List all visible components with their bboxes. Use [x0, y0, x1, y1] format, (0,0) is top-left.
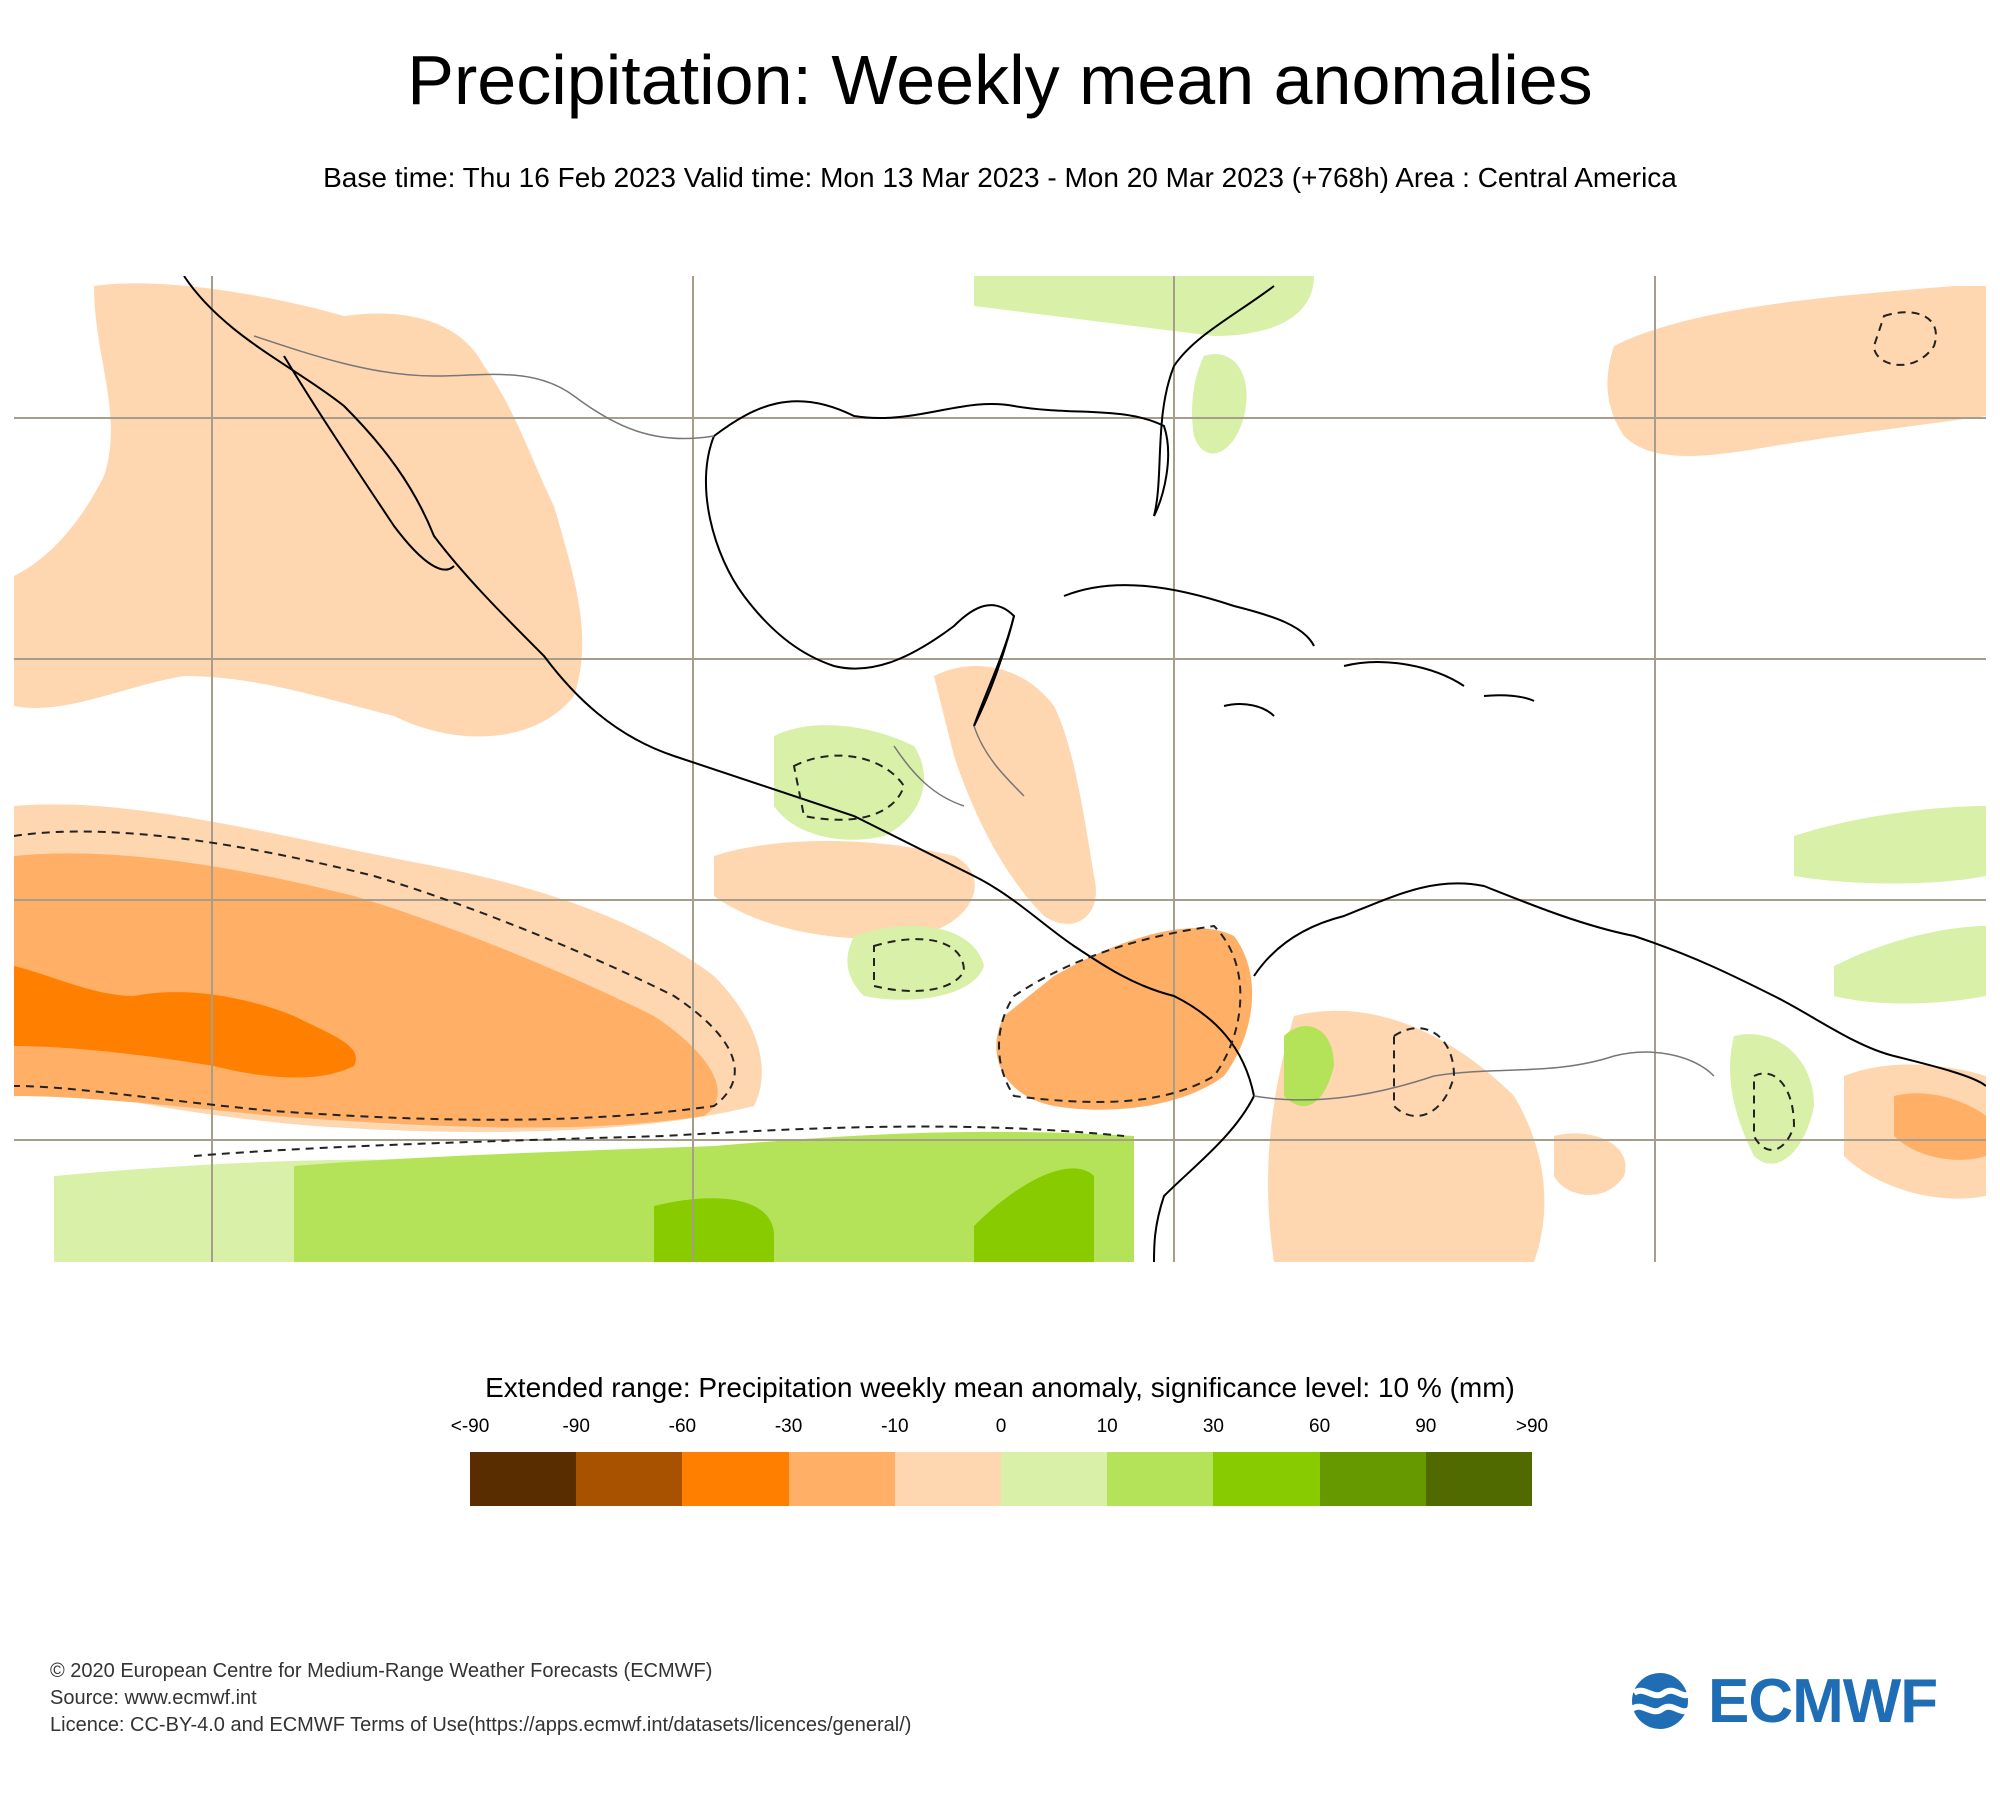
anomaly-region: [14, 966, 356, 1078]
coastline-north-america-west: [183, 276, 1256, 1262]
anomaly-region: [974, 1168, 1094, 1262]
chart-title: Precipitation: Weekly mean anomalies: [407, 41, 1593, 119]
legend-tick-label: <-90: [450, 1416, 490, 1437]
anomaly-mid-green: [294, 1026, 1334, 1262]
anomaly-region: [974, 276, 1314, 336]
legend-swatch: [576, 1452, 683, 1506]
border-south-america: [1253, 1051, 1715, 1101]
significance-contour: [14, 830, 736, 1121]
anomaly-strong-orange: [14, 966, 356, 1078]
border-us-mexico: [253, 335, 715, 440]
ecmwf-logo: ECMWF: [1620, 1666, 1950, 1736]
anomaly-strong-green: [654, 1168, 1094, 1262]
coastline-cuba: [1063, 584, 1315, 647]
legend-tick-label: 30: [1202, 1416, 1224, 1437]
legend-swatch: [1001, 1452, 1108, 1506]
anomaly-region: [1794, 806, 1986, 884]
legend-swatch: [682, 1452, 789, 1506]
significance-contours: [14, 311, 1937, 1157]
legend-swatch: [470, 1452, 577, 1506]
legend-swatch: [894, 1452, 1002, 1506]
significance-contour: [1393, 1027, 1456, 1117]
significance-contour: [998, 924, 1242, 1103]
legend-tick-label: 60: [1309, 1416, 1331, 1437]
legend-tick-label: 90: [1415, 1416, 1437, 1437]
licence-line: Licence: CC-BY-4.0 and ECMWF Terms of Us…: [50, 1714, 912, 1736]
chart-subtitle: Base time: Thu 16 Feb 2023 Valid time: M…: [323, 162, 1677, 193]
ecmwf-logo-icon: [1630, 1673, 1693, 1729]
anomaly-region: [714, 841, 975, 939]
legend-tick-label: 10: [1096, 1416, 1118, 1437]
legend-swatch: [1107, 1452, 1214, 1506]
legend-swatch: [1425, 1452, 1533, 1506]
coastline-south-america-north: [1253, 882, 1986, 1087]
coastline-puerto-rico: [1483, 694, 1535, 702]
significance-contour: [1753, 1072, 1796, 1151]
anomaly-region: [294, 1131, 1134, 1262]
anomaly-region: [14, 283, 583, 737]
legend-tick-label: -90: [562, 1416, 590, 1437]
legend-tick-labels: <-90 -90 -60 -30 -10 0 10 30 60 90 >90: [451, 1416, 1548, 1446]
legend-colorbar: [470, 1452, 1533, 1506]
coastline-hispaniola: [1343, 661, 1465, 687]
anomaly-region: [1607, 286, 1986, 456]
significance-contour: [792, 754, 906, 821]
legend-swatch: [1213, 1452, 1320, 1506]
legend-swatch: [788, 1452, 895, 1506]
anomaly-region: [1268, 1010, 1545, 1262]
anomaly-region: [934, 666, 1096, 924]
copyright-line: © 2020 European Centre for Medium-Range …: [50, 1660, 713, 1682]
logo-text: ECMWF: [1708, 1666, 1938, 1736]
coastlines: [183, 276, 1986, 1262]
significance-contour: [193, 1125, 1125, 1157]
precipitation-anomaly-map: [14, 276, 1986, 1262]
anomaly-region: [1894, 1093, 1986, 1160]
significance-contour: [1872, 311, 1937, 366]
anomaly-region: [1192, 354, 1247, 454]
anomaly-region: [1834, 926, 1986, 1004]
coastline-yucatan: [973, 615, 1015, 727]
legend-tick-label: >90: [1515, 1416, 1549, 1437]
coastline-baja: [283, 355, 455, 571]
anomaly-region: [774, 725, 924, 840]
legend-tick-label: 0: [995, 1416, 1007, 1437]
legend-swatch: [1319, 1452, 1426, 1506]
anomaly-region: [1730, 1034, 1814, 1164]
country-borders: [253, 335, 1715, 1101]
footer: © 2020 European Centre for Medium-Range …: [50, 1658, 911, 1739]
legend-tick-label: -10: [881, 1416, 909, 1437]
border-central-america: [893, 725, 1025, 807]
source-line: Source: www.ecmwf.int: [50, 1687, 257, 1709]
map-svg: [14, 276, 1986, 1262]
significance-contour: [873, 938, 966, 992]
anomaly-region: [996, 928, 1253, 1110]
legend-title: Extended range: Precipitation weekly mea…: [485, 1372, 1515, 1403]
coastline-jamaica: [1223, 703, 1275, 717]
coastline-florida: [1153, 285, 1275, 517]
legend-tick-label: -60: [668, 1416, 697, 1437]
anomaly-region: [1554, 1133, 1626, 1195]
anomaly-region: [654, 1198, 774, 1262]
anomaly-region: [1284, 1026, 1334, 1106]
legend-tick-label: -30: [774, 1416, 803, 1437]
